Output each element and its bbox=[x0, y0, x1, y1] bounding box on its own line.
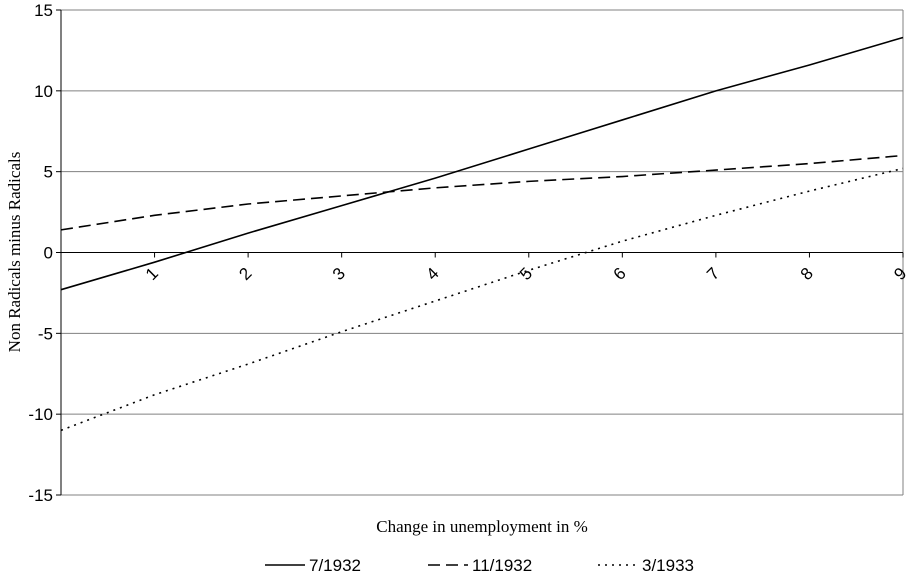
x-tick-label: 2 bbox=[235, 264, 255, 284]
x-tick-label: 1 bbox=[142, 264, 162, 284]
y-tick-labels: -15 -10 -5 0 5 10 15 bbox=[28, 1, 53, 505]
series-line-11/1932 bbox=[60, 154, 904, 231]
legend-label: 11/1932 bbox=[472, 556, 532, 575]
y-tick-label: 10 bbox=[34, 82, 53, 101]
x-tick-label: 8 bbox=[797, 264, 817, 284]
series-line-3/1933 bbox=[60, 167, 904, 432]
x-tick-label: 9 bbox=[890, 264, 910, 284]
x-tick-labels: 1 2 3 4 5 6 7 8 9 bbox=[142, 264, 910, 284]
x-axis-title: Change in unemployment in % bbox=[376, 517, 588, 536]
series-lines bbox=[60, 36, 904, 432]
x-tick-label: 4 bbox=[423, 264, 443, 284]
x-tick-label: 6 bbox=[610, 264, 630, 284]
legend-label: 3/1933 bbox=[642, 556, 694, 575]
axes bbox=[56, 9, 904, 496]
y-tick-label: 5 bbox=[44, 163, 53, 182]
x-tick-label: 5 bbox=[516, 264, 536, 284]
y-tick-label: 0 bbox=[44, 244, 53, 263]
y-tick-label: -15 bbox=[28, 486, 53, 505]
x-tick-label: 7 bbox=[703, 264, 723, 284]
legend-label: 7/1932 bbox=[309, 556, 361, 575]
y-tick-label: -5 bbox=[38, 324, 53, 343]
y-axis-title: Non Radicals minus Radicals bbox=[5, 152, 24, 353]
x-tick-label: 3 bbox=[329, 264, 349, 284]
y-tick-label: 15 bbox=[34, 1, 53, 20]
series-line-7/1932 bbox=[60, 36, 904, 291]
y-tick-label: -10 bbox=[28, 405, 53, 424]
legend: 7/1932 11/1932 3/1933 bbox=[265, 556, 694, 575]
